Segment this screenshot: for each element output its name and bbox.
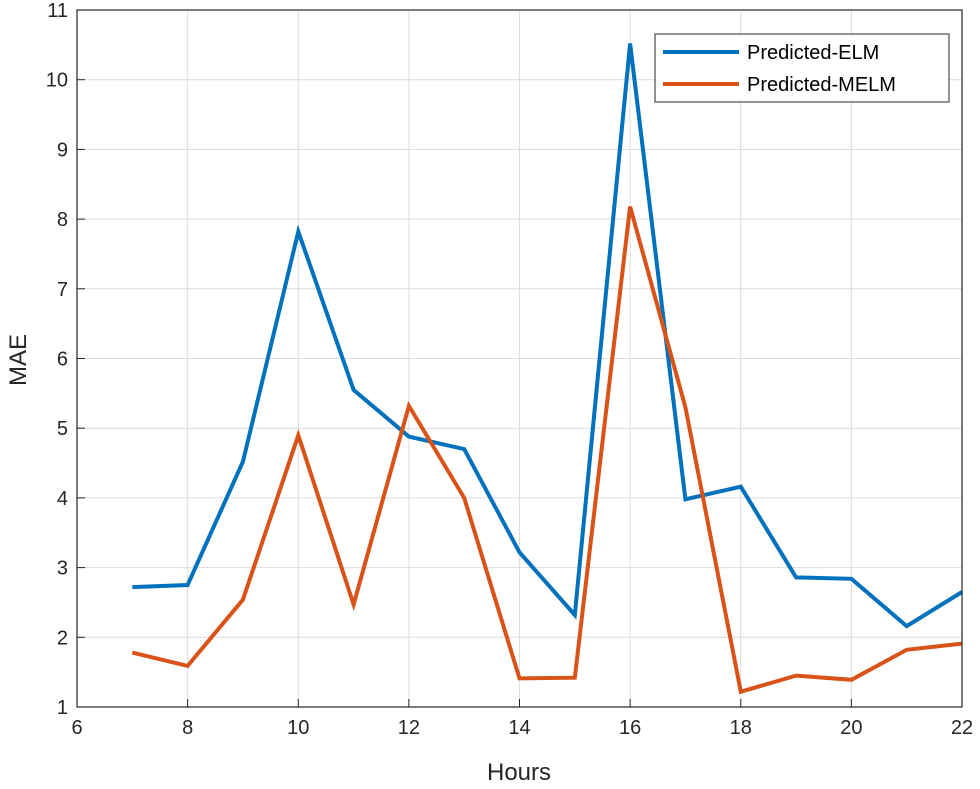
legend-box bbox=[654, 33, 950, 103]
y-tick-label: 5 bbox=[57, 418, 68, 440]
y-tick-label: 11 bbox=[47, 0, 68, 22]
y-tick-label: 10 bbox=[46, 70, 68, 92]
series-line-2 bbox=[131, 206, 963, 695]
y-tick-label: 7 bbox=[57, 279, 68, 301]
x-tick-label: 8 bbox=[182, 717, 193, 739]
x-tick-label: 10 bbox=[287, 717, 309, 739]
legend-label-1: Predicted-ELM bbox=[747, 42, 879, 64]
y-tick-label: 9 bbox=[57, 139, 68, 161]
y-tick-label: 3 bbox=[57, 558, 68, 580]
x-tick-labels: 6 8 10 12 14 16 18 20 22 bbox=[71, 699, 973, 739]
x-tick-label: 6 bbox=[71, 717, 82, 739]
series-group bbox=[131, 43, 964, 695]
y-tick-label: 6 bbox=[57, 349, 68, 371]
x-tick-label: 16 bbox=[619, 717, 641, 739]
x-tick-label: 22 bbox=[951, 717, 973, 739]
x-tick-label: 20 bbox=[840, 717, 862, 739]
x-tick-label: 12 bbox=[398, 717, 420, 739]
y-tick-label: 8 bbox=[57, 209, 68, 231]
y-axis-label: MAE bbox=[5, 334, 32, 386]
legend: Predicted-ELM Predicted-MELM bbox=[654, 33, 950, 103]
y-tick-labels: 1 2 3 4 5 6 7 8 9 10 11 bbox=[46, 0, 85, 719]
series-line-1 bbox=[132, 43, 964, 629]
y-tick-label: 1 bbox=[57, 697, 68, 719]
x-tick-label: 18 bbox=[730, 717, 752, 739]
y-tick-label: 2 bbox=[57, 627, 68, 649]
x-tick-label: 14 bbox=[508, 717, 530, 739]
y-tick-label: 4 bbox=[57, 488, 68, 510]
legend-label-2: Predicted-MELM bbox=[747, 74, 896, 96]
x-axis-label: Hours bbox=[487, 759, 551, 786]
